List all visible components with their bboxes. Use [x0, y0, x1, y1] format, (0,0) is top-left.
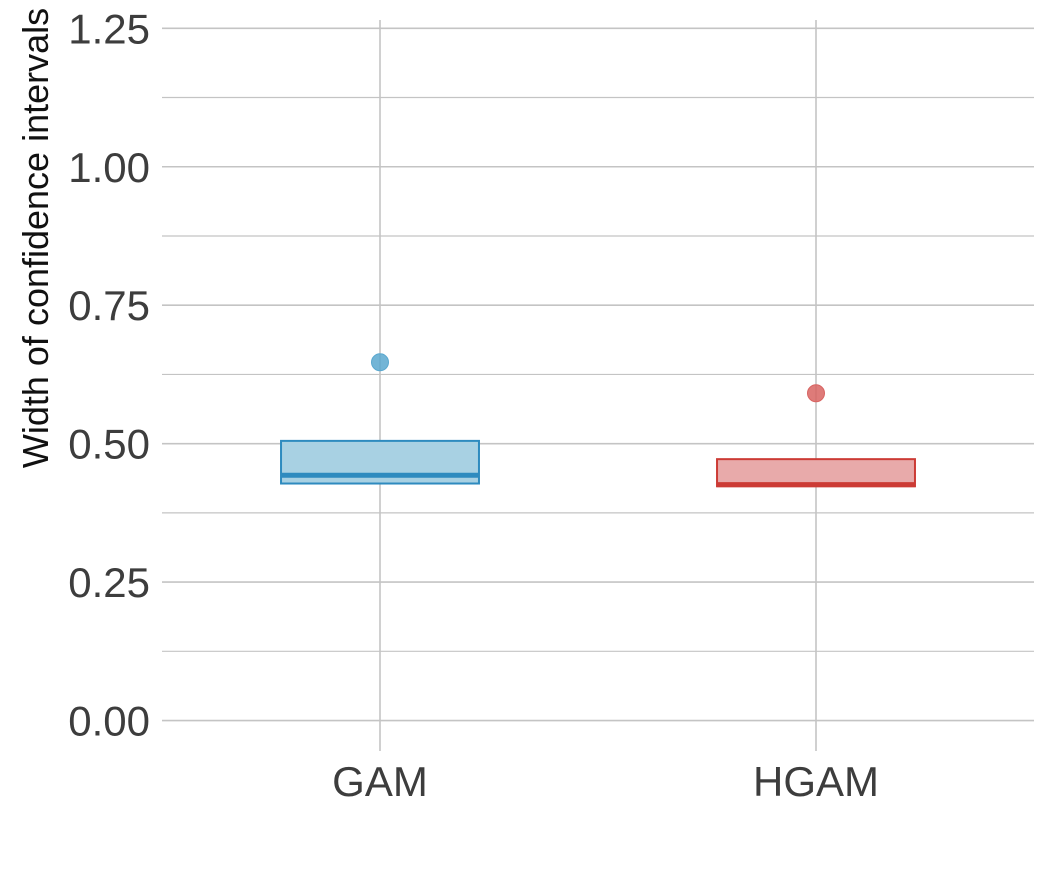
outlier-point	[807, 384, 825, 403]
y-tick-label: 0.75	[68, 282, 150, 329]
box-hgam	[716, 384, 916, 488]
y-tick-label: 0.50	[68, 421, 150, 468]
y-tick-label: 1.25	[68, 5, 150, 52]
box-gam	[280, 353, 480, 485]
outlier-point	[371, 353, 389, 372]
boxplots	[280, 353, 916, 488]
y-tick-label: 0.00	[68, 698, 150, 745]
x-tick-label: HGAM	[753, 758, 879, 805]
tick-labels: 0.00 0.25 0.50 0.75 1.00 1.25 GAM HGAM	[68, 5, 879, 805]
y-tick-label: 1.00	[68, 144, 150, 191]
y-axis-title: Width of confidence intervals	[15, 8, 56, 468]
grid-lines	[162, 20, 1034, 751]
y-tick-label: 0.25	[68, 559, 150, 606]
box-body	[716, 458, 916, 488]
x-tick-label: GAM	[332, 758, 428, 805]
